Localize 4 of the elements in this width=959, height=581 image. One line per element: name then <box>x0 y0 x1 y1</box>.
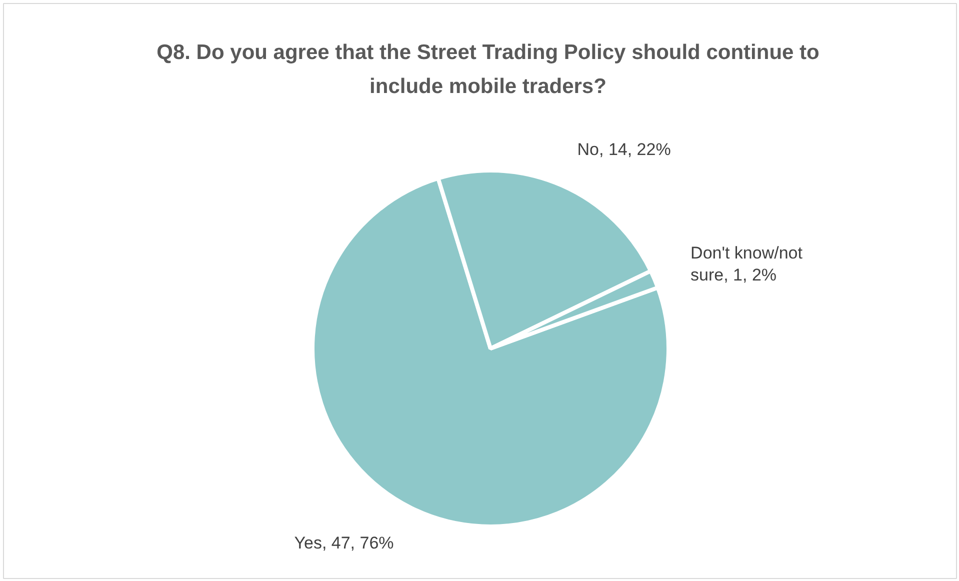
slice-label: Don't know/not sure, 1, 2% <box>690 243 803 284</box>
slice-label: Yes, 47, 76% <box>294 533 394 552</box>
chart-title: Q8. Do you agree that the Street Trading Policy should continue to include mobile traders? <box>156 41 820 98</box>
slice-label: No, 14, 22% <box>577 140 671 159</box>
